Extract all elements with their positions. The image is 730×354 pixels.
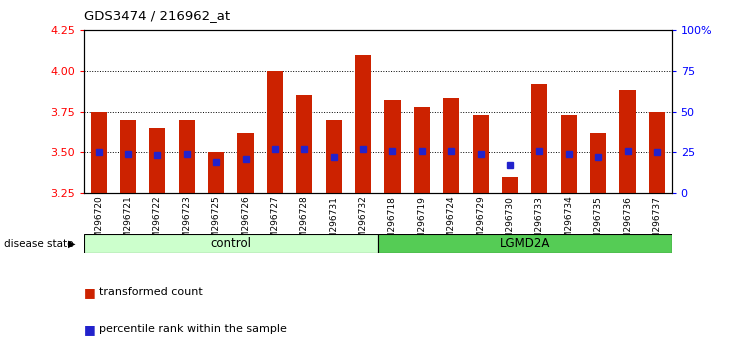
Bar: [267, 71, 283, 193]
Bar: [649, 112, 665, 193]
Bar: [531, 84, 548, 193]
Bar: [91, 112, 107, 193]
Bar: [237, 133, 253, 193]
Bar: [414, 107, 430, 193]
Text: disease state: disease state: [4, 239, 73, 249]
Bar: [561, 115, 577, 193]
Text: ■: ■: [84, 286, 96, 298]
Text: transformed count: transformed count: [99, 287, 202, 297]
Bar: [355, 55, 371, 193]
Bar: [150, 128, 166, 193]
Bar: [502, 177, 518, 193]
Text: GDS3474 / 216962_at: GDS3474 / 216962_at: [84, 9, 230, 22]
Bar: [472, 115, 488, 193]
Bar: [208, 152, 224, 193]
Text: ▶: ▶: [68, 239, 75, 249]
Bar: [590, 133, 606, 193]
Text: percentile rank within the sample: percentile rank within the sample: [99, 324, 286, 334]
Bar: [443, 98, 459, 193]
Bar: [179, 120, 195, 193]
Bar: [120, 120, 136, 193]
Text: control: control: [210, 237, 251, 250]
Bar: [620, 90, 636, 193]
Bar: [326, 120, 342, 193]
Text: ■: ■: [84, 323, 96, 336]
Bar: [296, 95, 312, 193]
Bar: [84, 234, 378, 253]
Bar: [378, 234, 672, 253]
Text: LGMD2A: LGMD2A: [499, 237, 550, 250]
Bar: [385, 100, 401, 193]
